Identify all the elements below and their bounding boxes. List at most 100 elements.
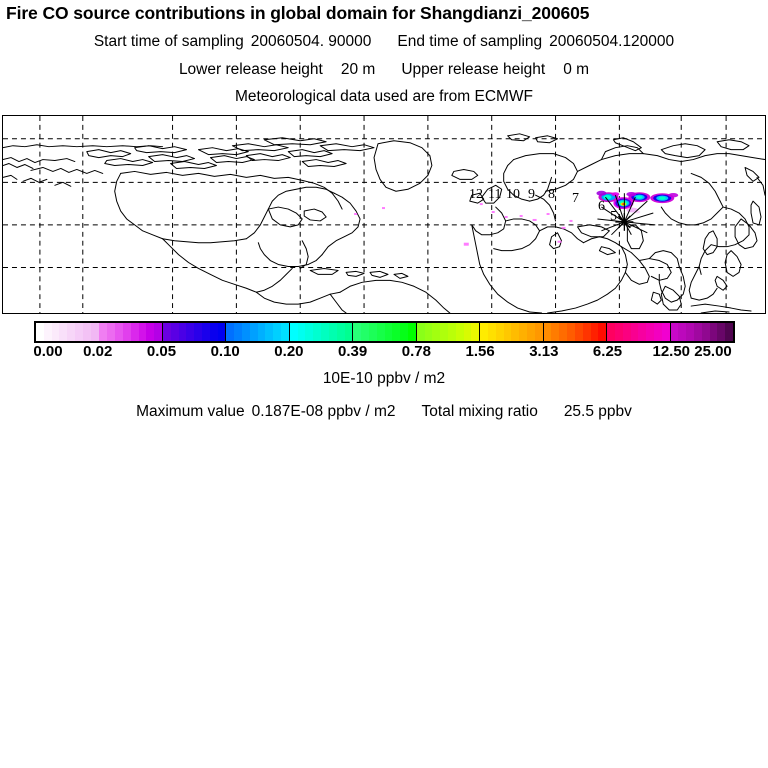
colorbar-segment-1 bbox=[99, 323, 163, 341]
colorbar-band-7-7 bbox=[534, 323, 543, 341]
trajectory-label-7: 7 bbox=[572, 191, 579, 206]
colorbar-band-2-6 bbox=[209, 323, 218, 341]
sampling-time-line: Start time of sampling 20060504. 90000 End… bbox=[0, 33, 768, 51]
colorbar-band-7-3 bbox=[503, 323, 512, 341]
colorbar-band-6-6 bbox=[463, 323, 472, 341]
world-map-panel: 12 11 10 9 8 7 6 5 bbox=[2, 115, 766, 314]
colorbar-band-9-3 bbox=[630, 323, 639, 341]
total-mixing-ratio-label: Total mixing ratio bbox=[421, 403, 538, 420]
trajectory-label-11: 11 bbox=[488, 187, 502, 202]
colorbar-segment-5 bbox=[353, 323, 417, 341]
colorbar-band-5-2 bbox=[368, 323, 377, 341]
colorbar-band-0-3 bbox=[59, 323, 68, 341]
colorbar-segment-4 bbox=[289, 323, 354, 341]
colorbar-band-5-1 bbox=[361, 323, 369, 341]
colorbar-band-4-6 bbox=[336, 323, 345, 341]
colorbar-band-1-5 bbox=[138, 323, 147, 341]
colorbar-tick-10: 12.50 bbox=[652, 343, 691, 360]
colorbar-band-5-5 bbox=[392, 323, 401, 341]
colorbar-band-0-2 bbox=[51, 323, 60, 341]
colorbar-band-10-2 bbox=[686, 323, 694, 341]
colorbar-band-2-0 bbox=[162, 323, 171, 341]
page-title: Fire CO source contributions in global d… bbox=[6, 3, 590, 23]
colorbar-band-1-1 bbox=[107, 323, 116, 341]
colorbar-band-4-4 bbox=[321, 323, 329, 341]
colorbar-segment-8 bbox=[543, 323, 608, 341]
colorbar-band-9-4 bbox=[638, 323, 647, 341]
footer-stats: Maximum value 0.187E-08 ppbv / m2 Total mi… bbox=[0, 403, 768, 421]
trajectory-label-10: 10 bbox=[506, 187, 520, 202]
colorbar-band-3-2 bbox=[241, 323, 250, 341]
release-height-line: Lower release height 20 m Upper release he… bbox=[0, 61, 768, 79]
colorbar-band-3-1 bbox=[234, 323, 242, 341]
colorbar-band-5-3 bbox=[376, 323, 385, 341]
colorbar-band-6-3 bbox=[440, 323, 448, 341]
colorbar-tick-5: 0.39 bbox=[338, 343, 368, 360]
colorbar-band-9-6 bbox=[653, 323, 662, 341]
colorbar-band-5-6 bbox=[400, 323, 408, 341]
colorbar-band-10-1 bbox=[678, 323, 687, 341]
colorbar-segment-9 bbox=[607, 323, 671, 341]
coastlines bbox=[3, 133, 765, 313]
colorbar-band-2-5 bbox=[201, 323, 210, 341]
colorbar-unit-label: 10E-10 ppbv / m2 bbox=[322, 370, 446, 387]
colorbar-tick-3: 0.10 bbox=[210, 343, 240, 360]
colorbar-band-4-0 bbox=[289, 323, 298, 341]
colorbar-band-8-0 bbox=[543, 323, 552, 341]
colorbar-tick-4: 0.20 bbox=[274, 343, 304, 360]
colorbar-tick-1: 0.02 bbox=[83, 343, 113, 360]
total-mixing-ratio-value: 25.5 ppbv bbox=[563, 403, 632, 420]
colorbar-tick-6: 0.78 bbox=[401, 343, 431, 360]
colorbar-band-10-5 bbox=[709, 323, 718, 341]
colorbar-band-5-4 bbox=[384, 323, 393, 341]
colorbar-band-4-2 bbox=[305, 323, 314, 341]
colorbar-band-4-7 bbox=[344, 323, 353, 341]
colorbar-band-4-1 bbox=[297, 323, 306, 341]
lower-release-height-label: Lower release height bbox=[178, 61, 323, 78]
colorbar-band-0-1 bbox=[43, 323, 52, 341]
colorbar-tick-0: 0.00 bbox=[33, 343, 63, 360]
colorbar-band-8-1 bbox=[551, 323, 560, 341]
colorbar-band-3-0 bbox=[226, 323, 235, 341]
lower-release-height-value: 20 m bbox=[340, 61, 376, 78]
upper-release-height-label: Upper release height bbox=[401, 61, 546, 78]
colorbar-band-4-5 bbox=[328, 323, 337, 341]
colorbar-segment-3 bbox=[226, 323, 290, 341]
colorbar-band-4-3 bbox=[313, 323, 322, 341]
colorbar-tick-9: 6.25 bbox=[592, 343, 623, 360]
colorbar-band-8-2 bbox=[559, 323, 568, 341]
colorbar-band-5-7 bbox=[407, 323, 416, 341]
colorbar-band-9-7 bbox=[661, 323, 670, 341]
trajectory-label-8: 8 bbox=[548, 187, 555, 202]
colorbar-band-0-0 bbox=[36, 323, 44, 341]
colorbar-band-0-4 bbox=[67, 323, 76, 341]
colorbar-band-1-4 bbox=[130, 323, 139, 341]
colorbar-segment-0 bbox=[36, 323, 100, 341]
colorbar-band-3-4 bbox=[257, 323, 266, 341]
colorbar-band-8-7 bbox=[598, 323, 607, 341]
colorbar-band-6-1 bbox=[424, 323, 433, 341]
colorbar-band-9-1 bbox=[614, 323, 623, 341]
colorbar-band-8-3 bbox=[567, 323, 575, 341]
colorbar-band-1-2 bbox=[115, 323, 123, 341]
release-site-star bbox=[615, 213, 634, 231]
colorbar-band-3-6 bbox=[273, 323, 282, 341]
colorbar-band-10-3 bbox=[693, 323, 702, 341]
trajectory-label-5: 5 bbox=[610, 209, 617, 224]
end-time-label: End time of sampling bbox=[397, 33, 543, 50]
colorbar-band-8-4 bbox=[574, 323, 583, 341]
trajectory-label-12: 12 bbox=[469, 187, 483, 202]
colorbar-band-2-1 bbox=[170, 323, 179, 341]
colorbar-band-1-7 bbox=[154, 323, 162, 341]
maximum-value: 0.187E-08 ppbv / m2 bbox=[251, 403, 396, 420]
colorbar-band-5-0 bbox=[353, 323, 362, 341]
colorbar-band-2-3 bbox=[186, 323, 195, 341]
colorbar-segment-2 bbox=[162, 323, 227, 341]
colorbar-band-0-5 bbox=[75, 323, 83, 341]
colorbar-band-7-5 bbox=[519, 323, 528, 341]
colorbar-tick-2: 0.05 bbox=[146, 343, 177, 360]
colorbar-band-8-5 bbox=[582, 323, 591, 341]
colorbar-tick-8: 3.13 bbox=[529, 343, 559, 360]
colorbar-tick-11: 25.00 bbox=[694, 343, 732, 360]
